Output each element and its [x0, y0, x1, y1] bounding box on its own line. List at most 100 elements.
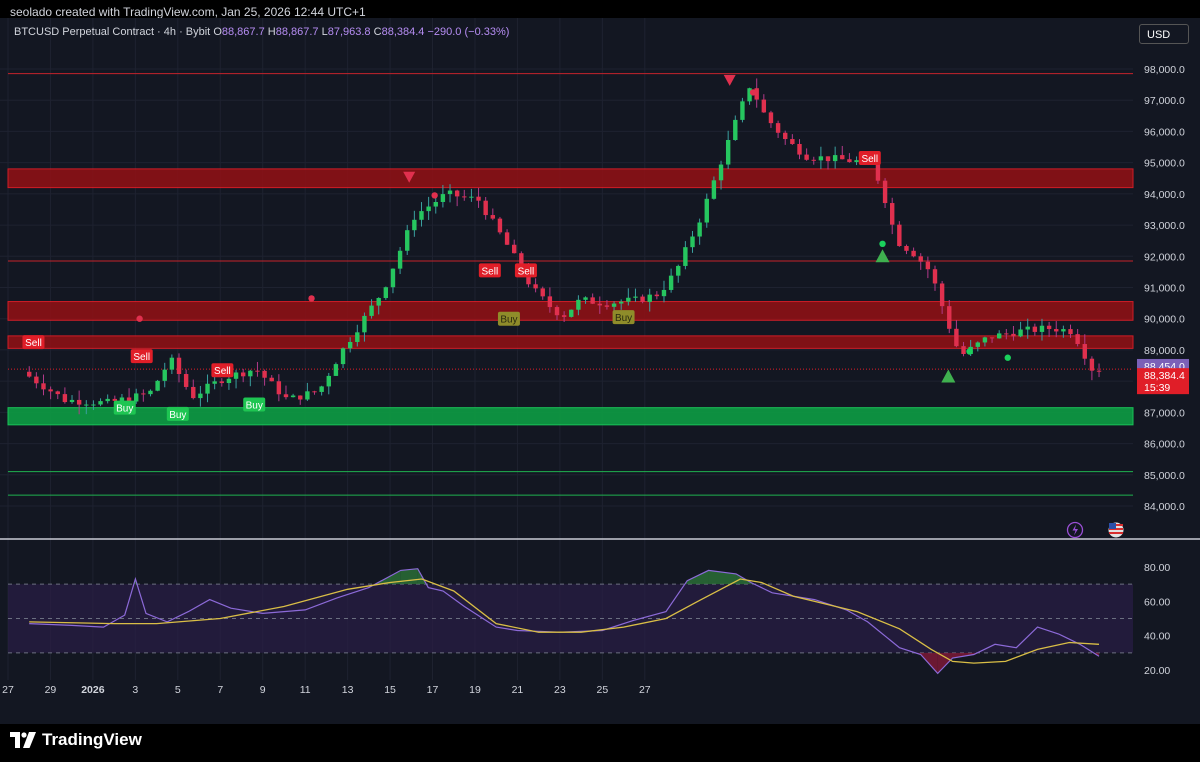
candle-body: [340, 348, 346, 365]
candle: [1096, 363, 1102, 378]
overbought-fill: [687, 570, 709, 585]
candle-body: [533, 284, 538, 289]
currency-button[interactable]: USD: [1139, 24, 1189, 44]
us-flag-icon[interactable]: [1108, 522, 1124, 538]
oscillator-tick-label: 60.00: [1144, 596, 1170, 608]
candle-body: [961, 346, 966, 355]
candle: [198, 385, 203, 407]
candle: [412, 210, 417, 237]
overbought-fill: [708, 570, 737, 585]
oscillator-tick-label: 40.00: [1144, 631, 1170, 643]
candle: [775, 120, 781, 138]
candle-body: [226, 378, 232, 384]
candle: [91, 400, 96, 411]
candle-body: [840, 155, 845, 160]
candle: [597, 296, 602, 314]
candle-body: [911, 250, 916, 257]
price-tick-label: 84,000.0: [1144, 501, 1185, 513]
price-tick-label: 85,000.0: [1144, 470, 1185, 482]
candle-body: [1004, 333, 1009, 335]
candle-body: [918, 256, 923, 262]
signal-label-text: Sell: [861, 154, 878, 165]
candle: [797, 139, 802, 160]
candle-body: [583, 297, 588, 300]
candle: [897, 221, 902, 247]
candle-body: [1039, 325, 1045, 332]
resistance-zone: [7, 335, 1134, 349]
candle-body: [426, 206, 431, 212]
candle-body: [405, 230, 410, 251]
candle-body: [126, 397, 132, 402]
candle-body: [383, 287, 389, 299]
candle: [1082, 334, 1087, 365]
price-tag: 88,384.415:39: [1137, 368, 1189, 395]
signal-label-bg: [130, 349, 153, 364]
candle: [512, 239, 517, 254]
candle: [1054, 321, 1059, 338]
candle: [1025, 318, 1030, 339]
signal-label-text: Sell: [481, 266, 498, 277]
candle: [27, 366, 32, 378]
time-tick-label: 21: [512, 684, 524, 696]
high-value: 88,867.7: [275, 26, 319, 38]
lightning-icon[interactable]: [1066, 521, 1084, 539]
candle: [754, 78, 759, 108]
candle: [105, 394, 110, 404]
candle-body: [41, 383, 46, 390]
signal-label-text: Buy: [615, 313, 632, 324]
candle: [1068, 324, 1073, 338]
close-value: 88,384.4: [381, 26, 425, 38]
candle-body: [212, 381, 217, 384]
candle: [1004, 328, 1009, 340]
candle-body: [176, 357, 182, 375]
candle-body: [975, 342, 980, 347]
brand-logo: TradingView: [10, 728, 142, 752]
signal-label-bg: [211, 363, 234, 378]
candle: [704, 193, 709, 228]
candle: [305, 382, 310, 401]
candle-body: [183, 374, 189, 387]
candle-body: [62, 394, 68, 403]
candle-body: [262, 370, 267, 378]
support-zone: [7, 407, 1134, 426]
candle-body: [69, 399, 75, 403]
signal-label-text: Buy: [169, 410, 186, 421]
candle-body: [854, 160, 859, 163]
candle-body: [740, 101, 745, 120]
price-tick-label: 95,000.0: [1144, 158, 1185, 170]
candle: [561, 311, 567, 323]
signal-label-text: Sell: [133, 352, 150, 363]
signal-label-bg: [514, 263, 537, 278]
candle-body: [540, 288, 545, 297]
candle-body: [576, 299, 581, 310]
candle-body: [989, 337, 995, 339]
candle-body: [954, 328, 959, 347]
price-tick-label: 89,000.0: [1144, 345, 1185, 357]
candle: [298, 395, 303, 405]
candle-body: [155, 380, 160, 391]
candle: [1075, 328, 1080, 347]
candle-body: [1061, 329, 1066, 332]
signals: Sell Sell Sell Sell Sell Sell Buy Buy Buy Buy Buy: [22, 150, 881, 421]
candle: [62, 387, 68, 404]
candle-body: [718, 164, 724, 181]
oscillator-pane: [8, 568, 1133, 675]
candle: [1011, 326, 1016, 341]
signal-label-text: Sell: [214, 366, 231, 377]
candle-body: [504, 232, 510, 245]
candle-body: [768, 112, 774, 124]
candle: [433, 197, 438, 214]
candle: [148, 389, 153, 397]
candle: [41, 374, 46, 396]
candle: [890, 197, 895, 235]
candle: [162, 362, 167, 388]
candle: [1032, 323, 1038, 336]
candle-body: [647, 294, 652, 302]
candle: [725, 130, 731, 170]
candle: [233, 369, 239, 389]
candle: [811, 156, 816, 165]
candle: [369, 299, 374, 319]
candle: [583, 296, 588, 304]
candle-body: [305, 391, 310, 400]
